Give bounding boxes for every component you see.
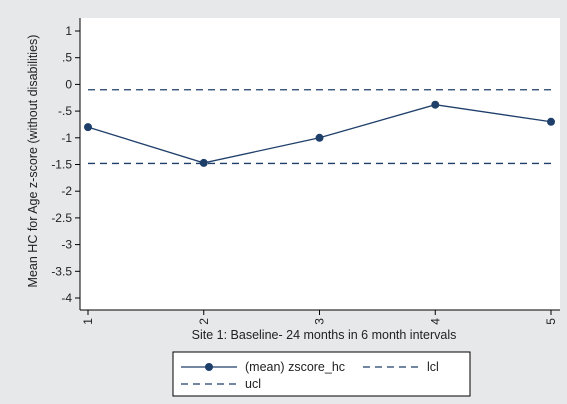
data-point bbox=[547, 117, 555, 126]
data-point bbox=[84, 123, 92, 132]
x-tick-label: 3 bbox=[313, 318, 327, 325]
y-tick-label: -1.5 bbox=[51, 158, 72, 172]
x-tick-label: 4 bbox=[428, 318, 442, 325]
x-tick-label: 5 bbox=[544, 318, 558, 325]
y-axis-title: Mean HC for Age z-score (without disabil… bbox=[26, 35, 40, 288]
y-tick-label: -2.5 bbox=[51, 211, 72, 225]
y-tick-label: -4 bbox=[61, 291, 72, 305]
series-layer bbox=[84, 89, 555, 167]
y-tick-label: 1 bbox=[65, 24, 72, 38]
data-point bbox=[315, 133, 324, 142]
y-tick-label: -3.5 bbox=[51, 264, 72, 278]
x-axis-title: Site 1: Baseline- 24 months in 6 month i… bbox=[192, 328, 457, 342]
legend-label: (mean) zscore_hc bbox=[245, 360, 345, 374]
legend: (mean) zscore_hc lcl ucl bbox=[172, 351, 471, 397]
data-point bbox=[199, 158, 208, 167]
x-axis: 1 2 3 4 5 bbox=[80, 309, 560, 325]
y-tick-label: .5 bbox=[62, 51, 72, 65]
data-point bbox=[431, 100, 440, 109]
y-tick-label: -1 bbox=[61, 131, 72, 145]
x-tick-label: 2 bbox=[197, 318, 211, 325]
legend-box bbox=[172, 351, 471, 397]
legend-label: ucl bbox=[245, 377, 261, 391]
y-tick-label: 0 bbox=[65, 77, 72, 91]
y-tick-label: -.5 bbox=[58, 104, 72, 118]
legend-marker bbox=[205, 363, 213, 371]
legend-label: lcl bbox=[427, 360, 439, 374]
y-tick-label: -3 bbox=[61, 238, 72, 252]
x-tick-label: 1 bbox=[81, 318, 95, 325]
y-tick-label: -2 bbox=[61, 184, 72, 198]
y-axis: 1 .5 0 -.5 -1 -1.5 -2 -2.5 -3 -3.5 -4 bbox=[51, 18, 81, 310]
